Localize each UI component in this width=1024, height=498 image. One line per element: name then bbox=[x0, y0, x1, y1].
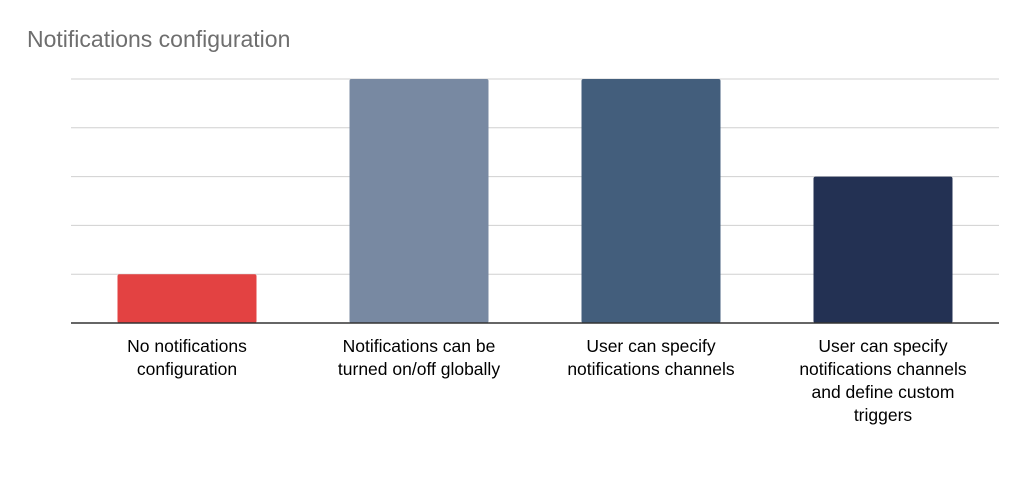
bar-1 bbox=[117, 274, 257, 323]
category-label-line: notifications channels bbox=[799, 359, 967, 379]
category-label-line: configuration bbox=[137, 359, 237, 379]
category-label-line: No notifications bbox=[127, 336, 247, 356]
category-label-1: No notifications configuration bbox=[127, 336, 247, 379]
category-label-4: User can specify notifications channels an… bbox=[799, 336, 967, 425]
bar-3 bbox=[581, 79, 721, 323]
category-label-line: notifications channels bbox=[567, 359, 735, 379]
category-label-line: User can specify bbox=[586, 336, 716, 356]
category-label-line: turned on/off globally bbox=[338, 359, 500, 379]
category-label-line: and define custom bbox=[811, 382, 954, 402]
bars bbox=[117, 79, 953, 323]
category-label-line: User can specify bbox=[818, 336, 948, 356]
category-label-line: Notifications can be bbox=[343, 336, 496, 356]
bar-4 bbox=[813, 176, 953, 323]
bar-2 bbox=[349, 79, 489, 323]
category-label-2: Notifications can be turned on/off global… bbox=[338, 336, 500, 379]
category-label-3: User can specify notifications channels bbox=[567, 336, 735, 379]
category-labels: No notifications configuration Notificatio… bbox=[127, 336, 967, 425]
category-label-line: triggers bbox=[854, 405, 913, 425]
chart-title: Notifications configuration bbox=[27, 26, 291, 52]
